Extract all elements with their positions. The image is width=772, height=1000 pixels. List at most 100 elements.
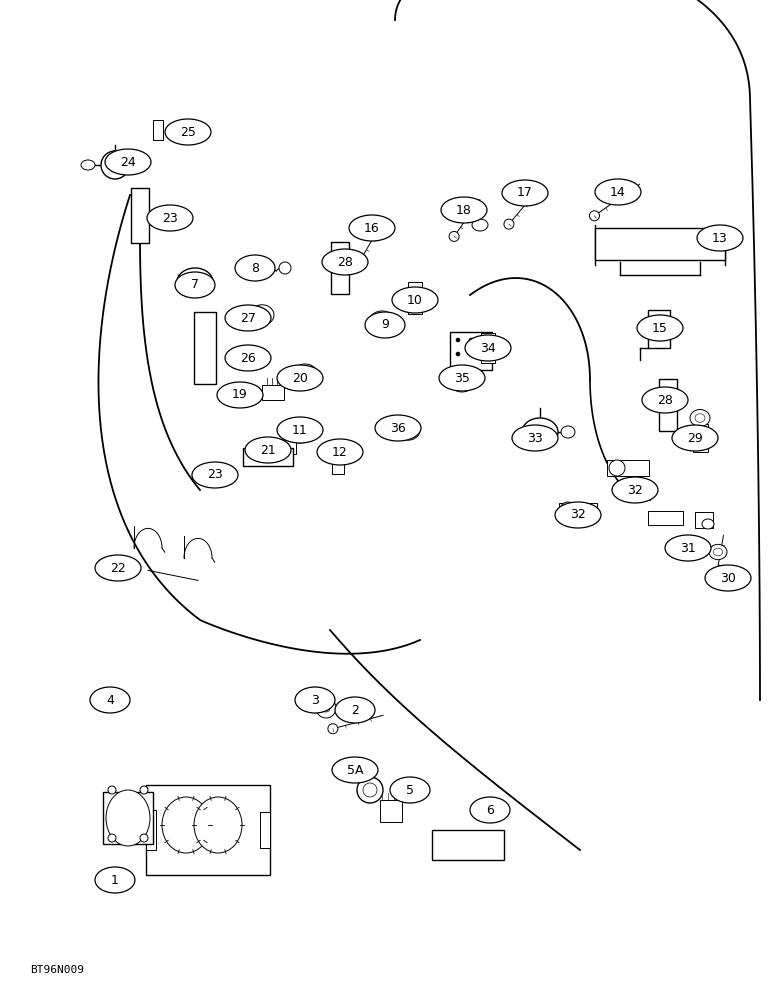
Ellipse shape [363, 783, 377, 797]
Text: 29: 29 [687, 432, 703, 444]
Ellipse shape [322, 704, 330, 712]
Text: 32: 32 [571, 508, 586, 522]
Ellipse shape [456, 377, 468, 387]
FancyBboxPatch shape [595, 228, 725, 260]
Ellipse shape [165, 119, 211, 145]
Text: 33: 33 [527, 432, 543, 444]
Ellipse shape [108, 786, 116, 794]
Text: 23: 23 [207, 468, 223, 482]
Ellipse shape [472, 219, 488, 231]
Text: 30: 30 [720, 572, 736, 584]
Text: 7: 7 [191, 278, 199, 292]
Ellipse shape [697, 225, 743, 251]
FancyBboxPatch shape [648, 511, 682, 525]
Ellipse shape [166, 126, 178, 134]
Text: 2: 2 [351, 704, 359, 716]
FancyBboxPatch shape [695, 512, 713, 528]
Text: 19: 19 [232, 388, 248, 401]
Ellipse shape [95, 867, 135, 893]
Ellipse shape [595, 179, 641, 205]
Ellipse shape [512, 425, 558, 451]
Ellipse shape [439, 365, 485, 391]
Ellipse shape [277, 365, 323, 391]
FancyBboxPatch shape [284, 436, 296, 454]
Ellipse shape [95, 555, 141, 581]
Ellipse shape [279, 262, 291, 274]
Ellipse shape [334, 441, 362, 463]
FancyBboxPatch shape [408, 282, 422, 314]
Ellipse shape [356, 254, 366, 264]
Ellipse shape [469, 352, 473, 356]
Text: 36: 36 [390, 422, 406, 434]
FancyBboxPatch shape [380, 800, 402, 822]
Ellipse shape [90, 687, 130, 713]
Ellipse shape [665, 535, 711, 561]
FancyBboxPatch shape [131, 188, 149, 242]
Text: 22: 22 [110, 562, 126, 574]
Text: 5A: 5A [347, 764, 364, 776]
Ellipse shape [235, 255, 275, 281]
Text: 11: 11 [292, 424, 308, 436]
Text: 12: 12 [332, 446, 348, 458]
Ellipse shape [590, 211, 600, 221]
Ellipse shape [555, 502, 601, 528]
Ellipse shape [470, 797, 510, 823]
Ellipse shape [642, 387, 688, 413]
Ellipse shape [709, 544, 727, 560]
FancyBboxPatch shape [659, 379, 677, 431]
Ellipse shape [101, 151, 129, 179]
Ellipse shape [299, 369, 311, 381]
Ellipse shape [140, 834, 148, 842]
Text: 16: 16 [364, 222, 380, 234]
Ellipse shape [286, 421, 314, 443]
Ellipse shape [561, 426, 575, 438]
Text: 5: 5 [406, 784, 414, 796]
Text: 1: 1 [111, 874, 119, 886]
Ellipse shape [317, 439, 363, 465]
Ellipse shape [469, 338, 473, 342]
Text: 10: 10 [407, 294, 423, 306]
Ellipse shape [332, 757, 378, 783]
Ellipse shape [609, 460, 625, 476]
Ellipse shape [637, 315, 683, 341]
Ellipse shape [106, 790, 150, 846]
Text: 23: 23 [162, 212, 178, 225]
Ellipse shape [295, 687, 335, 713]
FancyBboxPatch shape [607, 460, 649, 476]
Ellipse shape [560, 502, 576, 518]
FancyBboxPatch shape [432, 830, 504, 860]
Text: 34: 34 [480, 342, 496, 355]
Ellipse shape [402, 425, 414, 435]
Text: 13: 13 [712, 232, 728, 244]
Ellipse shape [390, 777, 430, 803]
Ellipse shape [108, 834, 116, 842]
Ellipse shape [396, 420, 420, 440]
FancyBboxPatch shape [103, 792, 153, 844]
Text: 14: 14 [610, 186, 626, 198]
Ellipse shape [690, 410, 710, 426]
Ellipse shape [277, 417, 323, 443]
Text: BT96N009: BT96N009 [30, 965, 84, 975]
Ellipse shape [612, 477, 658, 503]
Text: 28: 28 [657, 393, 673, 406]
Ellipse shape [456, 352, 460, 356]
Ellipse shape [441, 197, 487, 223]
Ellipse shape [357, 777, 383, 803]
Ellipse shape [713, 548, 723, 556]
Ellipse shape [217, 382, 263, 408]
Text: 21: 21 [260, 444, 276, 456]
Ellipse shape [177, 268, 213, 296]
Ellipse shape [322, 249, 368, 275]
Text: 6: 6 [486, 804, 494, 816]
FancyBboxPatch shape [260, 812, 270, 848]
Ellipse shape [672, 425, 718, 451]
FancyBboxPatch shape [450, 332, 492, 370]
Ellipse shape [241, 349, 263, 367]
Ellipse shape [175, 272, 215, 298]
Ellipse shape [242, 262, 254, 274]
Text: 9: 9 [381, 318, 389, 332]
Text: 3: 3 [311, 694, 319, 706]
Text: 28: 28 [337, 255, 353, 268]
Ellipse shape [349, 215, 395, 241]
Ellipse shape [502, 180, 548, 206]
